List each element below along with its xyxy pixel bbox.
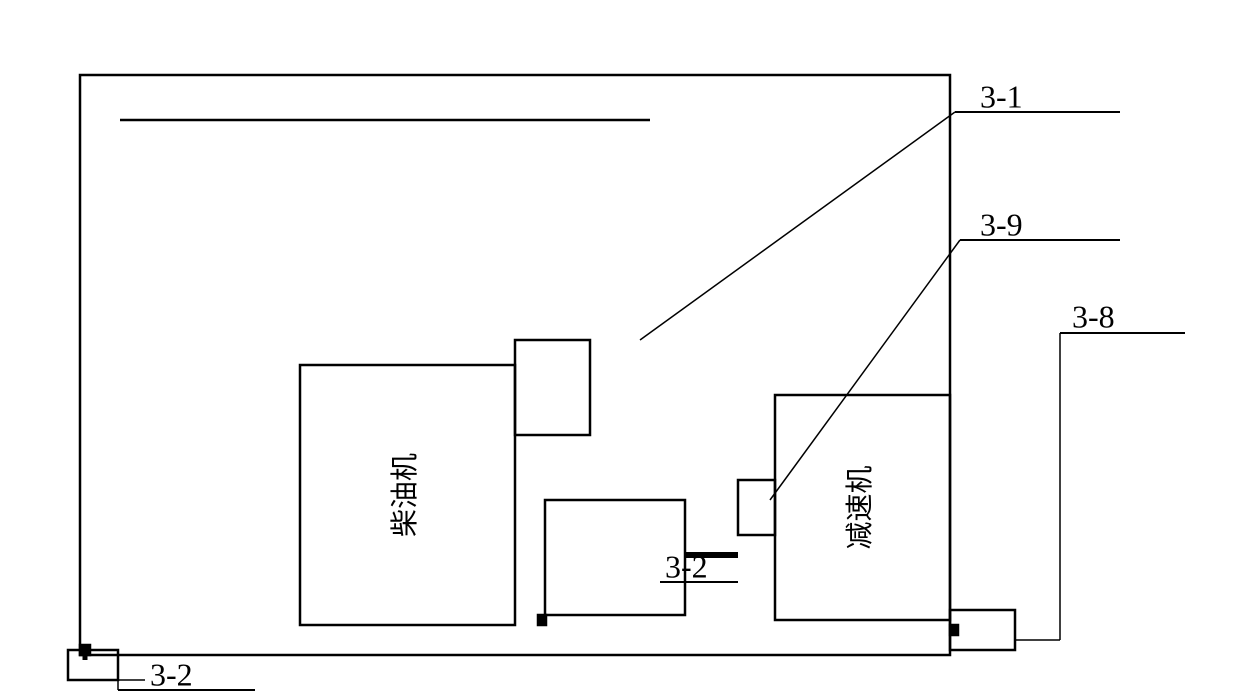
svg-text:3-9: 3-9 bbox=[980, 206, 1023, 242]
schematic-diagram: 柴油机 减速机 3-1 3-9 3-8 3-2 3-2 bbox=[0, 0, 1239, 695]
svg-text:3-2: 3-2 bbox=[665, 548, 708, 584]
svg-text:柴油机: 柴油机 bbox=[389, 453, 421, 537]
svg-text:3-1: 3-1 bbox=[980, 78, 1023, 114]
svg-text:减速机: 减速机 bbox=[844, 465, 876, 549]
svg-text:3-2: 3-2 bbox=[150, 656, 193, 692]
svg-text:3-8: 3-8 bbox=[1072, 298, 1115, 334]
